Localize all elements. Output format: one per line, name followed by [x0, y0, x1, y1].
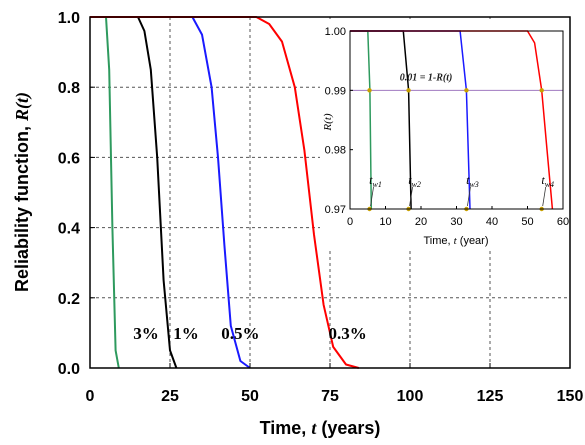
inset-tw-arrow — [409, 186, 413, 207]
inset-chart: 0.01 = 1-R(t) 0 10 20 30 40 50 60 0.97 0.98 0.99… — [320, 19, 569, 251]
inset-tw-label: tw1 — [369, 173, 382, 189]
x-axis-title: Time, t (years) — [260, 418, 381, 438]
series-line-05-pct — [90, 16, 251, 369]
inset-threshold-label: 0.01 = 1-R(t) — [400, 72, 453, 83]
main-y-ticks: 0.0 0.2 0.4 0.6 0.8 1.0 — [58, 10, 95, 378]
series-line-03-pct — [90, 16, 360, 369]
inset-threshold: 0.01 = 1-R(t) — [350, 72, 563, 212]
main-x-ticks: 0 25 50 75 100 125 150 — [86, 363, 584, 405]
inset-x-tick-label: 0 — [347, 216, 353, 228]
inset-x-ticks: 0 10 20 30 40 50 60 — [347, 206, 569, 228]
y-axis-title: Reliability function, R(t) — [12, 92, 33, 292]
inset-tw-label: tw3 — [466, 173, 479, 189]
series-line-1-pct — [90, 16, 178, 369]
inset-x-tick-label: 50 — [521, 216, 533, 228]
inset-tw-label: tw4 — [541, 173, 554, 189]
main-x-tick-label: 25 — [161, 388, 179, 405]
inset-y-tick-label: 1.00 — [325, 26, 346, 38]
inset-x-tick-label: 30 — [450, 216, 462, 228]
inset-background — [320, 19, 568, 251]
inset-tw-arrow — [542, 186, 547, 207]
inset-tw-label: tw2 — [408, 173, 421, 189]
main-y-tick-label: 0.6 — [58, 150, 80, 167]
inset-y-axis-title: R(t) — [322, 113, 334, 131]
series-annotation: 3% — [133, 324, 159, 343]
inset-x-axis-title: Time, t (year) — [424, 235, 489, 247]
inset-y-tick-label: 0.99 — [325, 85, 346, 97]
inset-y-ticks: 0.97 0.98 0.99 1.00 — [325, 26, 353, 216]
inset-tw-arrow — [370, 186, 374, 207]
inset-y-tick-label: 0.98 — [325, 145, 346, 157]
series-annotation: 1% — [173, 324, 199, 343]
inset-crossing-point — [367, 88, 372, 93]
inset-x-tick-label: 10 — [379, 216, 391, 228]
inset-tw-labels: tw1 tw2 tw3 tw4 — [369, 173, 554, 189]
inset-x-tick-label: 20 — [415, 216, 427, 228]
main-annotations: 3% 1% 0.5% 0.3% — [133, 324, 366, 343]
inset-crossing-point — [406, 88, 411, 93]
main-y-tick-label: 0.8 — [58, 80, 80, 97]
main-series — [90, 16, 360, 369]
main-x-tick-label: 150 — [557, 388, 584, 405]
main-y-tick-label: 0.0 — [58, 361, 80, 378]
main-x-tick-label: 125 — [477, 388, 504, 405]
inset-crossing-point — [539, 88, 544, 93]
series-line-3-pct — [90, 16, 120, 369]
main-y-tick-label: 0.2 — [58, 291, 80, 308]
inset-tw-arrow — [467, 186, 471, 207]
inset-x-tick-label: 60 — [557, 216, 569, 228]
series-annotation: 0.3% — [328, 324, 366, 343]
main-y-tick-label: 0.4 — [58, 221, 80, 238]
main-x-tick-label: 100 — [397, 388, 424, 405]
main-x-tick-label: 0 — [86, 388, 95, 405]
inset-x-tick-label: 40 — [486, 216, 498, 228]
series-annotation: 0.5% — [221, 324, 259, 343]
main-y-tick-label: 1.0 — [58, 10, 80, 27]
main-x-tick-label: 75 — [321, 388, 339, 405]
inset-crossing-point — [464, 88, 469, 93]
main-x-tick-label: 50 — [241, 388, 259, 405]
inset-y-tick-label: 0.97 — [325, 204, 346, 216]
